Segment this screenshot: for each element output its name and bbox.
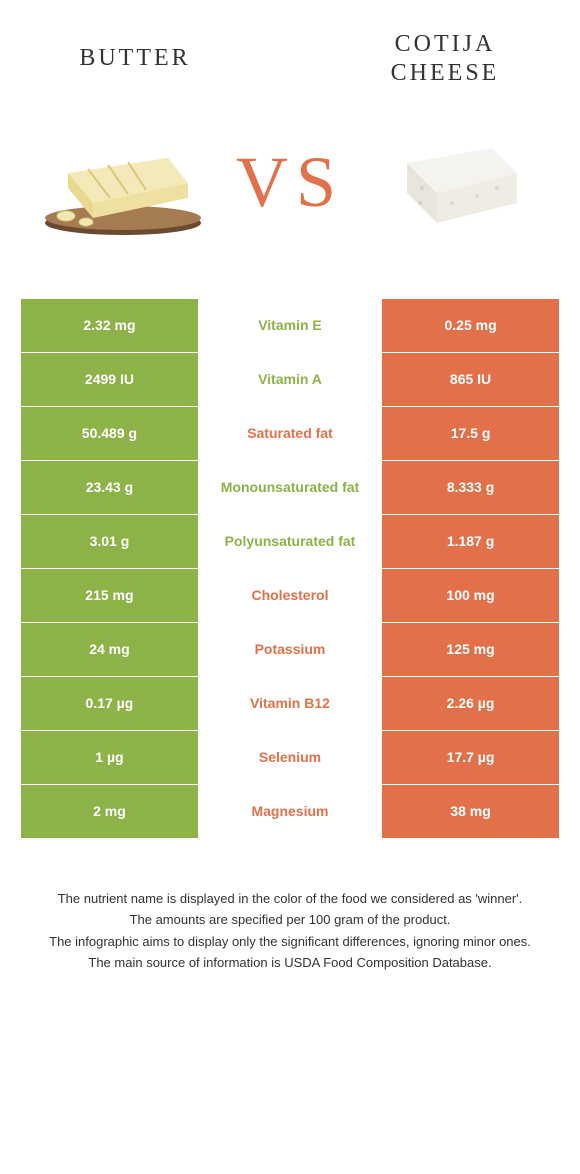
right-title-line1: Cotija <box>395 31 496 57</box>
right-value: 100 mg <box>382 568 560 622</box>
title-row: Butter Cotija cheese <box>20 30 560 88</box>
right-title-line2: cheese <box>391 60 500 86</box>
table-row: 3.01 gPolyunsaturated fat1.187 g <box>21 514 560 568</box>
left-value: 0.17 µg <box>21 676 199 730</box>
footnote-line: The amounts are specified per 100 gram o… <box>30 910 550 930</box>
table-row: 50.489 gSaturated fat17.5 g <box>21 406 560 460</box>
left-value: 23.43 g <box>21 460 199 514</box>
footnote-line: The main source of information is USDA F… <box>30 953 550 973</box>
right-value: 125 mg <box>382 622 560 676</box>
table-row: 24 mgPotassium125 mg <box>21 622 560 676</box>
cheese-image <box>354 108 560 258</box>
right-value: 0.25 mg <box>382 298 560 352</box>
left-value: 24 mg <box>21 622 199 676</box>
footnote-line: The infographic aims to display only the… <box>30 932 550 952</box>
table-row: 2 mgMagnesium38 mg <box>21 784 560 838</box>
vs-label: VS <box>226 141 354 224</box>
nutrient-table: 2.32 mgVitamin E0.25 mg2499 IUVitamin A8… <box>20 298 560 839</box>
footnotes: The nutrient name is displayed in the co… <box>20 889 560 973</box>
right-value: 1.187 g <box>382 514 560 568</box>
left-value: 3.01 g <box>21 514 199 568</box>
left-value: 215 mg <box>21 568 199 622</box>
table-row: 2.32 mgVitamin E0.25 mg <box>21 298 560 352</box>
table-row: 23.43 gMonounsaturated fat8.333 g <box>21 460 560 514</box>
table-row: 2499 IUVitamin A865 IU <box>21 352 560 406</box>
right-value: 2.26 µg <box>382 676 560 730</box>
right-value: 17.5 g <box>382 406 560 460</box>
nutrient-name: Selenium <box>198 730 381 784</box>
footnote-line: The nutrient name is displayed in the co… <box>30 889 550 909</box>
left-value: 2499 IU <box>21 352 199 406</box>
nutrient-name: Saturated fat <box>198 406 381 460</box>
butter-icon <box>38 128 208 238</box>
right-value: 865 IU <box>382 352 560 406</box>
right-food-title: Cotija cheese <box>330 30 560 88</box>
left-food-title: Butter <box>20 45 250 72</box>
nutrient-name: Vitamin B12 <box>198 676 381 730</box>
table-row: 1 µgSelenium17.7 µg <box>21 730 560 784</box>
left-value: 1 µg <box>21 730 199 784</box>
right-value: 17.7 µg <box>382 730 560 784</box>
nutrient-name: Monounsaturated fat <box>198 460 381 514</box>
nutrient-name: Vitamin A <box>198 352 381 406</box>
nutrient-tbody: 2.32 mgVitamin E0.25 mg2499 IUVitamin A8… <box>21 298 560 838</box>
nutrient-name: Cholesterol <box>198 568 381 622</box>
table-row: 215 mgCholesterol100 mg <box>21 568 560 622</box>
nutrient-name: Potassium <box>198 622 381 676</box>
butter-image <box>20 108 226 258</box>
left-value: 50.489 g <box>21 406 199 460</box>
images-row: VS <box>20 108 560 258</box>
nutrient-name: Magnesium <box>198 784 381 838</box>
right-value: 8.333 g <box>382 460 560 514</box>
nutrient-name: Vitamin E <box>198 298 381 352</box>
right-value: 38 mg <box>382 784 560 838</box>
infographic-container: Butter Cotija cheese VS <box>0 0 580 995</box>
nutrient-name: Polyunsaturated fat <box>198 514 381 568</box>
left-value: 2.32 mg <box>21 298 199 352</box>
left-value: 2 mg <box>21 784 199 838</box>
cheese-icon <box>382 128 532 238</box>
table-row: 0.17 µgVitamin B122.26 µg <box>21 676 560 730</box>
